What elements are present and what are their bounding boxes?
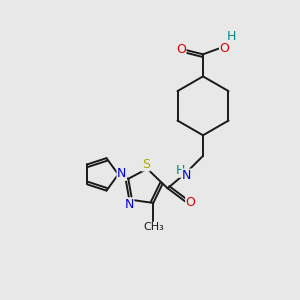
Text: CH₃: CH₃: [143, 222, 164, 233]
Text: N: N: [124, 198, 134, 211]
Text: N: N: [182, 169, 191, 182]
Text: H: H: [176, 164, 185, 177]
Text: S: S: [142, 158, 150, 171]
Text: H: H: [227, 30, 236, 43]
Text: O: O: [220, 42, 230, 55]
Text: O: O: [186, 196, 196, 209]
Text: O: O: [176, 44, 186, 56]
Text: N: N: [117, 167, 127, 180]
